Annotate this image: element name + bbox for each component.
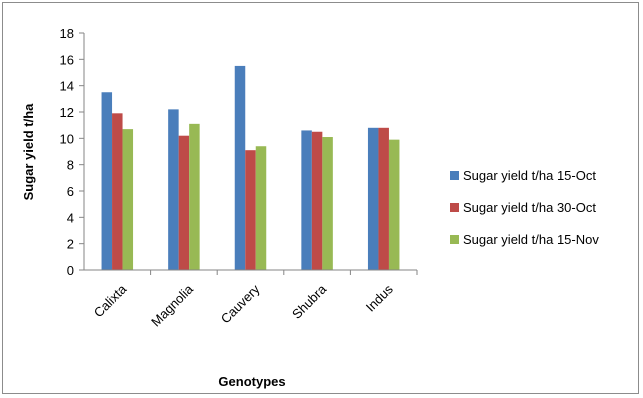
y-tick-label: 16 [60, 52, 74, 67]
bar [189, 123, 200, 270]
x-tick-label: Indus [363, 281, 396, 314]
x-tick-label: Magnolia [148, 281, 196, 329]
bar [322, 137, 333, 270]
bar [101, 92, 113, 270]
legend-swatch [450, 171, 459, 180]
axes [79, 32, 418, 275]
legend: Sugar yield t/ha 15-Oct Sugar yield t/ha … [450, 168, 599, 247]
y-axis-label: Sugar yield t/ha [21, 103, 36, 201]
x-tick-labels: Calixta Magnolia Cauvery Shubra Indus [91, 281, 396, 329]
legend-swatch [450, 203, 459, 212]
bars [101, 65, 400, 271]
bar [168, 109, 179, 270]
bar [388, 139, 400, 270]
legend-label: Sugar yield t/ha 15-Oct [463, 168, 596, 183]
y-tick-label: 2 [67, 237, 74, 252]
bar [112, 113, 123, 270]
x-tick-label: Cauvery [218, 281, 263, 326]
y-tick-label: 14 [60, 79, 74, 94]
y-tick-label: 0 [67, 263, 74, 278]
bar [255, 146, 267, 270]
legend-swatch [450, 235, 459, 244]
y-tick-label: 8 [67, 158, 74, 173]
legend-label: Sugar yield t/ha 30-Oct [463, 200, 596, 215]
y-tick-label: 6 [67, 184, 74, 199]
y-tick-label: 12 [60, 105, 74, 120]
y-tick-label: 10 [60, 131, 74, 146]
bar [301, 130, 312, 270]
y-tick-label: 18 [60, 26, 74, 41]
bar [178, 135, 190, 270]
legend-label: Sugar yield t/ha 15-Nov [463, 232, 599, 247]
bar [367, 127, 379, 270]
x-tick-label: Calixta [91, 281, 130, 320]
bar [122, 129, 134, 270]
bar [311, 131, 323, 270]
x-axis-label: Genotypes [218, 374, 285, 389]
y-tick-label: 4 [67, 210, 74, 225]
y-axis-title: Sugar yield t/ha [21, 103, 36, 201]
y-tick-labels: 0 2 4 6 8 10 12 14 16 18 [60, 26, 74, 278]
bar [378, 127, 389, 270]
bar [245, 150, 256, 270]
x-tick-label: Shubra [289, 281, 330, 322]
chart-frame [2, 2, 639, 394]
bar [234, 65, 246, 271]
